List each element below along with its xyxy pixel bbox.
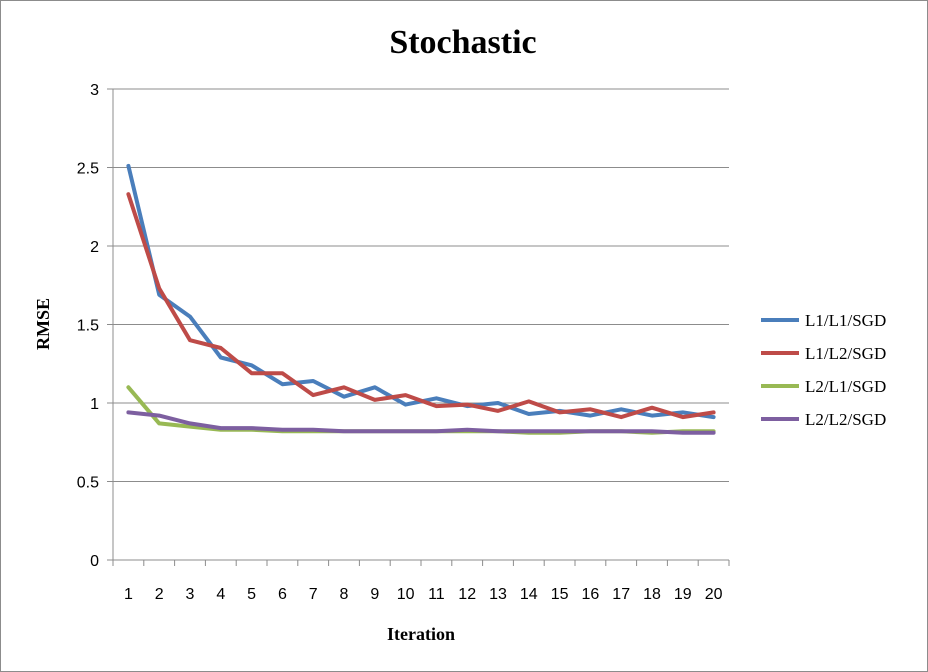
x-tick-label: 18	[643, 586, 661, 603]
y-tick-labels: 0 0.5 1 1.5 2 2.5 3	[77, 82, 99, 570]
x-tick-label: 8	[340, 586, 349, 603]
y-tick-label: 1.5	[77, 318, 99, 335]
y-tick-label: 2	[90, 239, 99, 256]
x-tick-label: 13	[489, 586, 507, 603]
x-axis-title: Iteration	[387, 624, 455, 644]
x-tick-label: 17	[612, 586, 630, 603]
chart-title: Stochastic	[389, 24, 536, 61]
y-tick-label: 3	[90, 82, 99, 99]
x-tick-label: 19	[674, 586, 692, 603]
y-tick-label: 0.5	[77, 475, 99, 492]
x-tick-labels: 1 2 3 4 5 6 7 8 9 10 11 12 13 14 15 16 17 18 19 20	[124, 586, 723, 603]
x-tick-label: 7	[309, 586, 318, 603]
x-tick-label: 5	[247, 586, 256, 603]
legend-item[interactable]: L2/L2/SGD	[761, 410, 886, 429]
x-tick-label: 16	[582, 586, 600, 603]
gridlines	[113, 88, 729, 482]
y-tick-label: 2.5	[77, 161, 99, 178]
legend-label: L2/L1/SGD	[805, 377, 886, 396]
x-tick-label: 14	[520, 586, 538, 603]
legend-item[interactable]: L1/L1/SGD	[761, 311, 886, 330]
x-tick-label: 10	[397, 586, 415, 603]
x-tick-label: 20	[705, 586, 723, 603]
series-line	[126, 192, 716, 420]
legend-label: L1/L2/SGD	[805, 344, 886, 363]
series-lines	[126, 163, 716, 435]
axes	[107, 88, 730, 566]
x-tick-label: 6	[278, 586, 287, 603]
legend-label: L1/L1/SGD	[805, 311, 886, 330]
x-tick-label: 11	[428, 586, 445, 603]
legend[interactable]: L1/L1/SGD L1/L2/SGD L2/L1/SGD L2/L2/SGD	[761, 311, 886, 429]
x-tick-label: 1	[124, 586, 133, 603]
legend-item[interactable]: L2/L1/SGD	[761, 377, 886, 396]
x-tick-label: 3	[186, 586, 195, 603]
y-tick-label: 1	[90, 396, 99, 413]
y-axis-title: RMSE	[33, 298, 53, 350]
legend-label: L2/L2/SGD	[805, 410, 886, 429]
y-tick-label: 0	[90, 553, 99, 570]
x-tick-label: 9	[370, 586, 379, 603]
series-line	[126, 410, 716, 435]
series-line	[126, 163, 716, 420]
x-tick-label: 15	[551, 586, 569, 603]
legend-item[interactable]: L1/L2/SGD	[761, 344, 886, 363]
x-tick-label: 2	[155, 586, 164, 603]
x-tick-label: 4	[216, 586, 225, 603]
x-tick-label: 12	[458, 586, 476, 603]
